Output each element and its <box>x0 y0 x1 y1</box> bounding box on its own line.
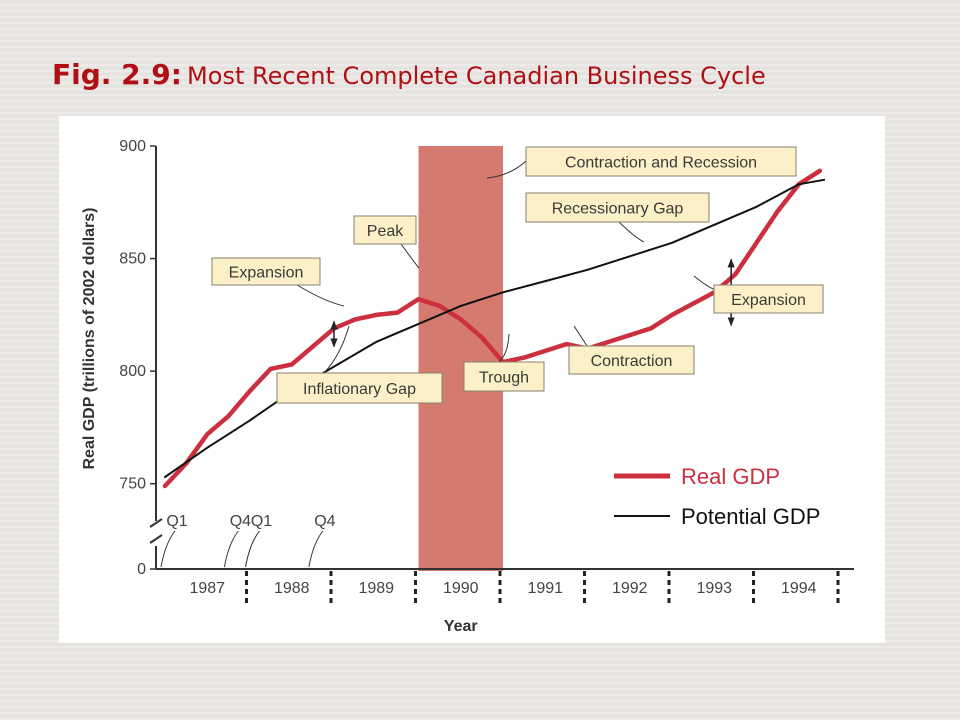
x-year-label: 1992 <box>612 580 648 597</box>
real-gdp-point <box>311 344 315 348</box>
quarter-label: Q1 <box>251 513 272 530</box>
callout-box <box>568 345 695 375</box>
business-cycle-chart: 0 750 800 850 900 Real GDP (trillions of 2002… <box>81 138 854 635</box>
callout-leader <box>400 243 420 269</box>
real-gdp-point <box>776 209 780 213</box>
potential-gdp-point <box>459 304 462 307</box>
y-tick-label: 0 <box>137 561 146 578</box>
y-tick-label: 800 <box>119 363 146 380</box>
real-gdp-point <box>607 340 611 344</box>
potential-gdp-point <box>417 322 420 325</box>
chart-panel: 0 750 800 850 900 Real GDP (trillions of 2002… <box>59 116 885 643</box>
potential-gdp-point <box>164 476 166 478</box>
x-year-label: 1994 <box>781 580 817 597</box>
callout-label-expansion-2: Expansion <box>731 292 806 309</box>
callout-leader <box>296 284 345 307</box>
real-gdp-point <box>480 335 484 339</box>
potential-gdp-point <box>713 223 716 226</box>
potential-gdp-point <box>502 291 504 294</box>
y-tick-label: 850 <box>119 251 146 268</box>
legend-entry: Potential GDP <box>681 504 820 529</box>
real-gdp-point <box>269 367 273 371</box>
callout-box <box>525 192 710 223</box>
real-gdp-point <box>416 297 421 301</box>
figure-number: Fig. 2.9: <box>52 58 182 91</box>
real-gdp-point <box>564 342 568 346</box>
quarter-pointer <box>223 530 239 568</box>
x-axis-title: Year <box>444 618 478 635</box>
potential-gdp-point <box>375 340 378 343</box>
x-year-label: 1987 <box>189 580 225 597</box>
real-gdp-point <box>374 313 378 317</box>
x-year-label: 1993 <box>696 580 732 597</box>
callout-label-inflationary-gap: Inflationary Gap <box>303 381 416 398</box>
x-year-label: 1991 <box>527 580 563 597</box>
potential-gdp-point <box>333 365 335 368</box>
callout-label-expansion-1: Expansion <box>229 265 304 282</box>
real-gdp-point <box>522 356 526 360</box>
quarter-label: Q4 <box>314 513 335 530</box>
callout-box <box>525 146 797 177</box>
potential-gdp-point <box>628 255 631 258</box>
callout-label-trough: Trough <box>479 370 529 387</box>
callout-leader <box>573 325 588 347</box>
callout-box <box>463 361 545 392</box>
slide-title: Fig. 2.9: Most Recent Complete Canadian … <box>52 58 766 91</box>
potential-gdp-point <box>206 446 209 449</box>
figure-title: Most Recent Complete Canadian Business C… <box>187 62 766 90</box>
quarter-pointer <box>308 530 324 568</box>
recession-band <box>418 146 503 571</box>
potential-gdp-point <box>671 241 673 244</box>
callout-label-peak: Peak <box>367 223 404 240</box>
real-gdp-point <box>247 389 252 394</box>
potential-gdp-point <box>755 205 758 208</box>
callout-label-recessionary-gap: Recessionary Gap <box>552 201 684 218</box>
y-axis-title: Real GDP (trillions of 2002 dollars) <box>81 208 98 470</box>
x-year-label: 1988 <box>274 580 310 597</box>
callout-box <box>353 215 417 245</box>
callout-leader <box>486 160 527 179</box>
real-gdp-point <box>290 362 294 366</box>
axis-break-icon <box>149 518 163 544</box>
quarter-pointer <box>160 530 176 568</box>
x-year-label: 1989 <box>358 580 394 597</box>
real-gdp-point <box>691 302 695 306</box>
callout-leader <box>618 221 645 243</box>
callout-label-contraction-recession: Contraction and Recession <box>565 155 757 172</box>
real-gdp-point <box>733 272 737 276</box>
real-gdp-point <box>670 313 674 317</box>
callout-box <box>276 372 443 404</box>
real-gdp-point <box>205 432 209 436</box>
callout-box <box>211 257 321 286</box>
real-gdp-point <box>754 241 759 245</box>
potential-gdp-point <box>544 280 547 282</box>
callout-leader <box>323 325 350 374</box>
real-gdp-point <box>628 333 632 337</box>
real-gdp-point <box>395 311 399 315</box>
potential-gdp-point <box>797 183 800 186</box>
quarter-label: Q4 <box>230 513 251 530</box>
y-tick-label: 900 <box>119 138 146 155</box>
real-gdp-point <box>438 304 442 308</box>
callout-box <box>713 284 824 314</box>
potential-gdp-point <box>586 268 589 271</box>
potential-gdp-point <box>248 419 251 422</box>
potential-gdp-point <box>823 178 825 181</box>
y-tick-label: 750 <box>119 476 146 493</box>
real-gdp-point <box>818 169 822 173</box>
real-gdp-point <box>459 317 463 321</box>
real-gdp-line <box>162 168 823 489</box>
real-gdp-point <box>543 349 547 353</box>
callout-label-contraction: Contraction <box>591 353 673 370</box>
legend-entry: Real GDP <box>681 464 780 489</box>
real-gdp-point <box>163 484 167 488</box>
x-year-label: 1990 <box>443 580 479 597</box>
real-gdp-point <box>226 414 230 418</box>
quarter-label: Q1 <box>166 513 187 530</box>
quarter-pointer <box>245 530 260 568</box>
callout-leader <box>498 333 510 363</box>
real-gdp-point <box>353 317 357 321</box>
real-gdp-point <box>649 326 653 330</box>
